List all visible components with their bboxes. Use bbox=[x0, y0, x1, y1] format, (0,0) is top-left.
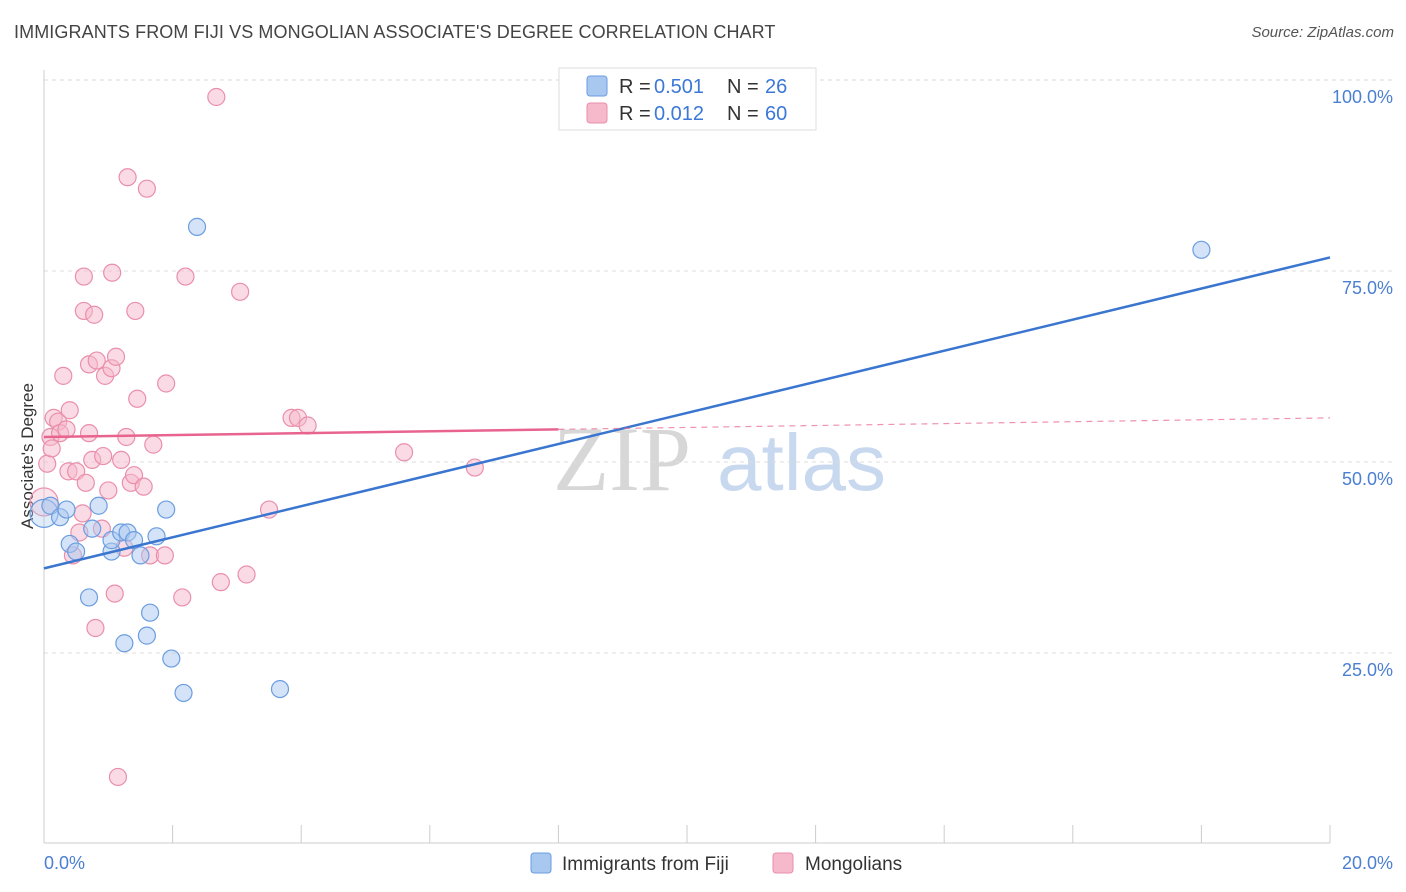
watermark-zip: ZIP bbox=[553, 408, 691, 510]
mongolians-point-57 bbox=[394, 443, 414, 462]
fiji-point-17 bbox=[140, 603, 160, 622]
trend-line-fiji bbox=[43, 256, 1331, 570]
fiji-point-12 bbox=[115, 634, 134, 653]
legend-fiji-n-label: N = bbox=[727, 76, 759, 98]
legend-swatch-mongolians bbox=[586, 102, 608, 124]
trend-lines bbox=[43, 256, 1331, 570]
fiji-point-19 bbox=[157, 500, 176, 519]
mongolians-point-22 bbox=[86, 618, 105, 638]
fiji-point-15 bbox=[131, 546, 150, 565]
mongolians-point-23 bbox=[87, 351, 106, 370]
mongolians-point-50 bbox=[211, 573, 230, 592]
mongolians-point-45 bbox=[155, 546, 174, 565]
legend-mong-r-label: R = bbox=[619, 103, 651, 125]
mongolians-point-44 bbox=[144, 435, 163, 454]
mongolians-point-10 bbox=[60, 401, 79, 420]
stats-legend: R = 0.501 N = 26 R = 0.012 N = 60 bbox=[558, 67, 817, 131]
mongolians-point-40 bbox=[128, 389, 147, 408]
fiji-point-8 bbox=[89, 496, 108, 515]
y-tick-label-25: 25.0% bbox=[1342, 660, 1393, 680]
fiji-point-5 bbox=[67, 542, 86, 561]
legend-mong-n-label: N = bbox=[727, 103, 759, 125]
bottom-legend-swatch-fiji bbox=[530, 852, 552, 874]
mongolians-point-17 bbox=[76, 473, 95, 492]
mongolians-point-14 bbox=[73, 504, 92, 523]
mongolians-point-51 bbox=[231, 282, 250, 301]
mongolians-point-29 bbox=[103, 263, 122, 282]
fiji-point-21 bbox=[174, 683, 193, 703]
y-axis-tick-labels: 25.0% 50.0% 75.0% 100.0% bbox=[1332, 87, 1393, 680]
chart-title: IMMIGRANTS FROM FIJI VS MONGOLIAN ASSOCI… bbox=[14, 22, 776, 42]
source-credit: Source: ZipAtlas.com bbox=[1251, 24, 1394, 41]
mongolians-point-7 bbox=[54, 366, 73, 385]
mongolians-point-25 bbox=[94, 446, 113, 466]
fiji-point-23 bbox=[270, 679, 290, 699]
mongolians-point-16 bbox=[74, 267, 93, 286]
fiji-point-6 bbox=[79, 588, 99, 607]
y-axis-label: Associate's Degree bbox=[18, 383, 37, 529]
legend-mong-n-value: 60 bbox=[765, 103, 787, 125]
x-tick-label-max: 20.0% bbox=[1342, 853, 1393, 873]
y-tick-label-100: 100.0% bbox=[1332, 87, 1393, 107]
watermark-atlas: atlas bbox=[717, 418, 886, 507]
mongolians-point-52 bbox=[237, 565, 256, 584]
mongolians-point-36 bbox=[118, 168, 137, 187]
legend-fiji-r-label: R = bbox=[619, 76, 651, 98]
mongolians-point-30 bbox=[105, 584, 124, 603]
mongolians-point-31 bbox=[106, 347, 126, 366]
mongolians-point-27 bbox=[99, 481, 118, 500]
series-legend: Immigrants from Fiji Mongolians bbox=[530, 852, 902, 875]
mongolians-point-47 bbox=[173, 588, 192, 607]
mongolians-point-48 bbox=[176, 267, 195, 286]
legend-fiji-n-value: 26 bbox=[765, 76, 787, 98]
bottom-legend-swatch-mongolians bbox=[772, 852, 794, 874]
legend-fiji-r-value: 0.501 bbox=[654, 76, 704, 98]
fiji-point-3 bbox=[57, 500, 76, 519]
mongolians-point-39 bbox=[126, 301, 145, 321]
mongolians-point-49 bbox=[207, 87, 226, 107]
mongolians-point-8 bbox=[57, 420, 76, 439]
y-tick-label-75: 75.0% bbox=[1342, 278, 1393, 298]
fiji-point-24 bbox=[1192, 240, 1211, 259]
fiji-point-20 bbox=[162, 649, 181, 668]
mongolians-point-18 bbox=[79, 424, 99, 443]
mongolians-point-46 bbox=[157, 374, 176, 393]
bottom-legend-label-mongolians: Mongolians bbox=[805, 854, 902, 875]
bottom-legend-label-fiji: Immigrants from Fiji bbox=[562, 854, 729, 875]
mongolians-point-33 bbox=[112, 450, 131, 469]
mongolians-point-42 bbox=[137, 179, 156, 198]
trend-line-mongolians-extension bbox=[558, 417, 1331, 430]
fiji-point-22 bbox=[187, 217, 207, 236]
watermark: ZIP atlas bbox=[553, 408, 886, 510]
legend-swatch-fiji bbox=[586, 75, 608, 97]
mongolians-point-21 bbox=[85, 305, 104, 324]
trend-line-mongolians bbox=[43, 428, 559, 439]
mongolians-point-41 bbox=[134, 477, 153, 496]
x-tick-label-min: 0.0% bbox=[44, 853, 85, 873]
mongolians-point-32 bbox=[108, 767, 128, 787]
fiji-point-7 bbox=[83, 519, 102, 538]
series-fiji-points bbox=[29, 217, 1211, 703]
mongolians-point-1 bbox=[38, 454, 57, 473]
legend-mong-r-value: 0.012 bbox=[654, 103, 704, 125]
fiji-point-16 bbox=[137, 626, 156, 645]
mongolians-point-56 bbox=[298, 416, 317, 435]
y-tick-label-50: 50.0% bbox=[1342, 469, 1393, 489]
mongolians-point-3 bbox=[42, 439, 61, 458]
x-axis-ticks bbox=[43, 825, 1331, 843]
